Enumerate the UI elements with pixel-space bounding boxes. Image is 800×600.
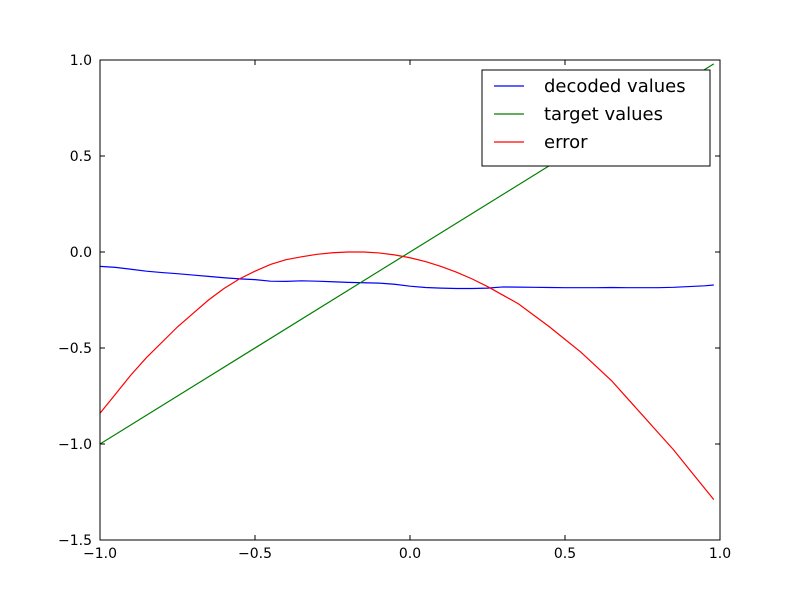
x-tick-label: 1.0 <box>709 546 731 562</box>
legend-label-error: error <box>544 132 588 153</box>
y-tick-label: −0.5 <box>58 341 92 357</box>
y-tick-label: −1.5 <box>58 533 92 549</box>
x-tick-label: −1.0 <box>83 546 117 562</box>
y-tick-label: 0.5 <box>70 149 92 165</box>
legend-label-decoded-values: decoded values <box>544 76 686 97</box>
x-tick-label: −0.5 <box>238 546 272 562</box>
y-tick-label: 0.0 <box>70 245 92 261</box>
legend: decoded values target values error <box>481 69 711 167</box>
ticks-layer: −1.0 −0.5 0.0 0.5 1.0−1.5−1.0−0.50.00.51.0 <box>58 53 731 562</box>
x-tick-label: 0.0 <box>399 546 421 562</box>
series-line-decoded-values <box>99 265 714 290</box>
y-tick-label: −1.0 <box>58 437 92 453</box>
legend-label-target-values: target values <box>544 104 663 125</box>
x-tick-label: 0.5 <box>554 546 576 562</box>
series-line-error <box>99 251 715 501</box>
y-tick-label: 1.0 <box>70 53 92 69</box>
